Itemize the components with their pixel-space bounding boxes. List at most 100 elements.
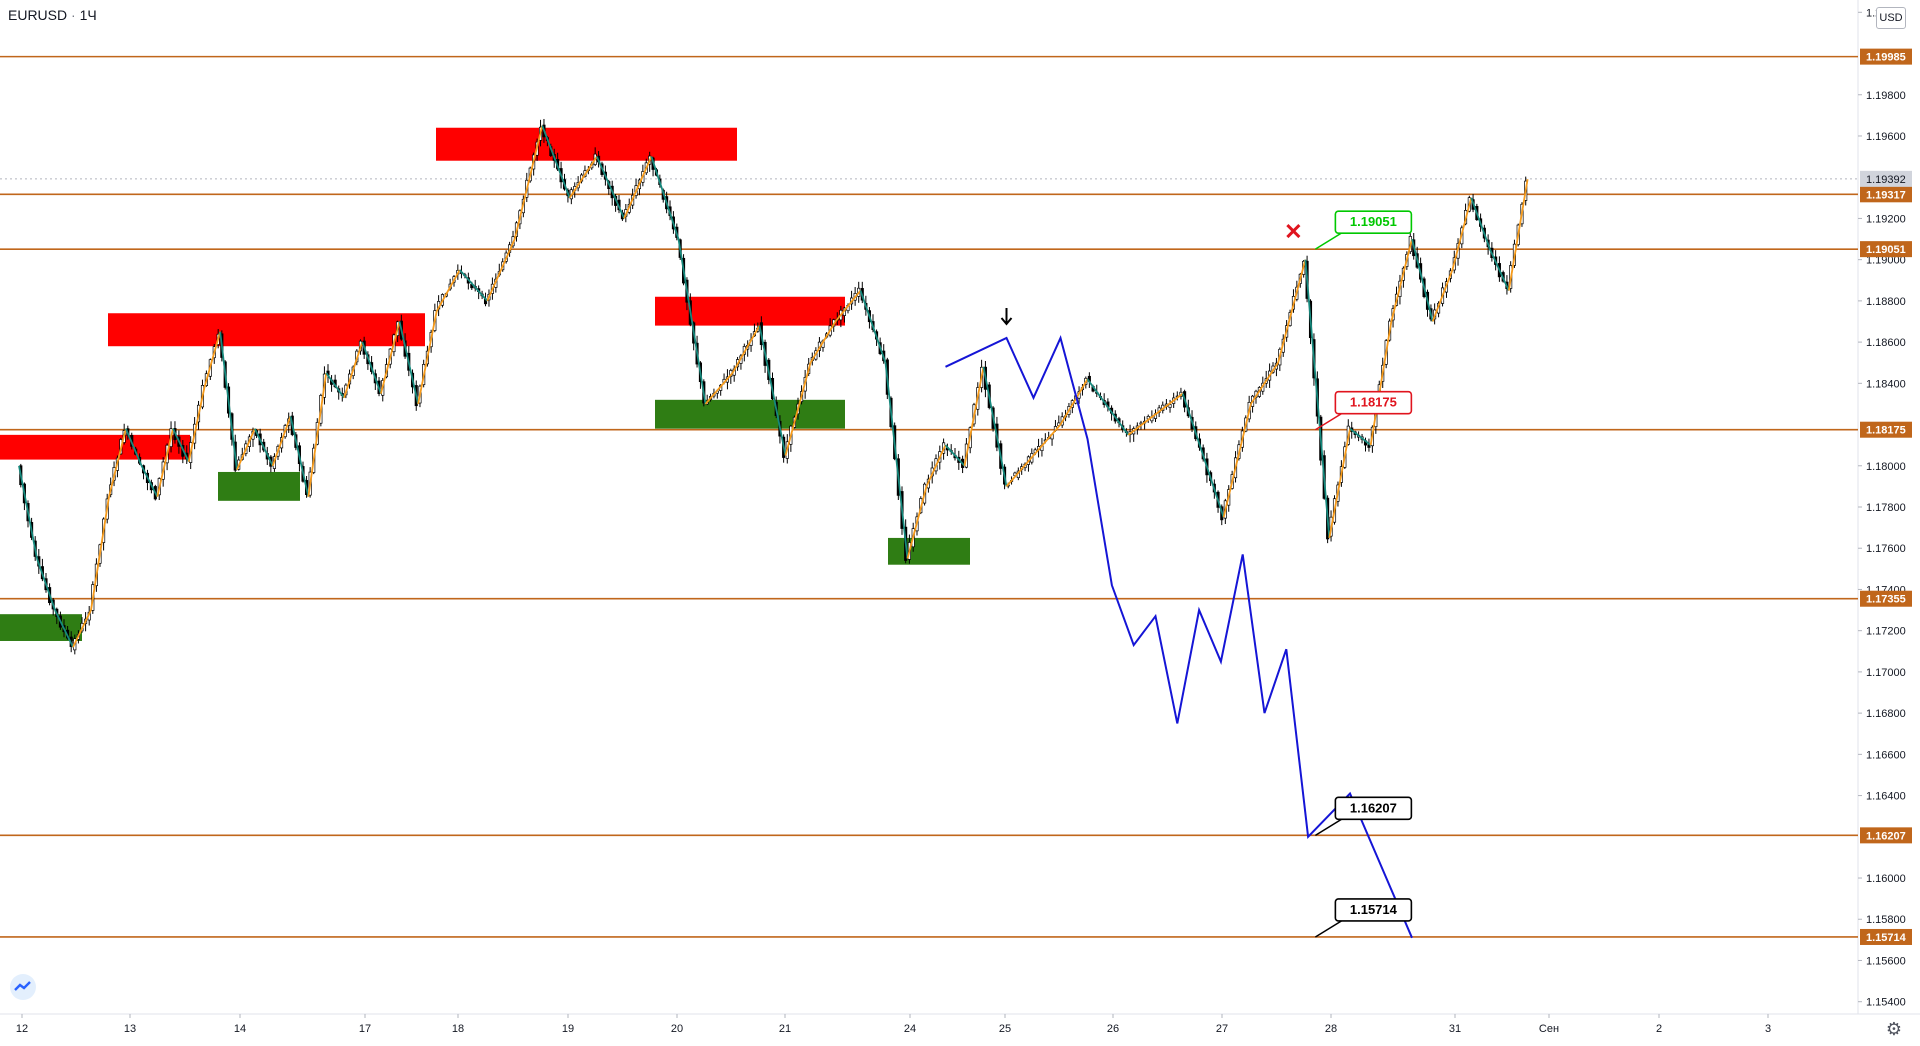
tradingview-logo-icon[interactable] — [10, 974, 36, 1000]
zigzag-down-leg — [1304, 259, 1331, 538]
y-tick-label: 1.16000 — [1866, 873, 1906, 885]
y-tick-label: 1.16400 — [1866, 791, 1906, 803]
zigzag-down-leg — [289, 416, 310, 497]
zigzag-down-leg — [541, 125, 571, 199]
y-tick-label: 1.15800 — [1866, 914, 1906, 926]
gear-icon[interactable]: ⚙ — [1885, 1019, 1902, 1039]
level-price-label: 1.18175 — [1866, 425, 1906, 437]
zigzag-up-leg — [1127, 392, 1184, 436]
zigzag-up-leg — [906, 486, 928, 559]
callout-label: 1.16207 — [1350, 800, 1397, 815]
zigzag-up-leg — [704, 372, 734, 405]
zigzag-up-leg — [1451, 197, 1473, 271]
level-price-label: 1.15714 — [1866, 932, 1907, 944]
callout-box — [1334, 390, 1413, 415]
zigzag-up-leg — [1507, 179, 1529, 291]
x-tick-label: 18 — [452, 1023, 464, 1035]
zigzag-up-leg — [513, 125, 544, 240]
level-price-tag — [1860, 827, 1912, 844]
y-tick-label: 1.15400 — [1866, 997, 1906, 1009]
level-price-label: 1.19317 — [1866, 189, 1906, 201]
zigzag-up-leg — [925, 444, 947, 487]
zigzag-up-leg — [1059, 378, 1089, 426]
zigzag-down-leg — [944, 444, 966, 467]
annotation-marks-layer — [1000, 223, 1301, 326]
x-tick-label: 25 — [999, 1023, 1011, 1035]
callout-pointer — [1314, 413, 1342, 431]
zigzag-up-leg — [236, 428, 256, 471]
level-price-label: 1.16207 — [1866, 830, 1906, 842]
zigzag-down-leg — [398, 321, 419, 405]
zigzag-down-leg — [140, 465, 159, 498]
zigzag-up-leg — [809, 321, 837, 364]
callout-label: 1.18175 — [1350, 395, 1397, 410]
y-tick-label: 1.19600 — [1866, 131, 1906, 143]
supply-zone — [655, 296, 845, 326]
axis-frame — [0, 0, 1920, 1015]
x-tick-label: 20 — [671, 1023, 683, 1035]
zigzag-up-leg — [486, 238, 516, 302]
zigzag-down-leg — [1411, 238, 1434, 322]
zigzag-up-leg — [1222, 403, 1252, 518]
x-tick-label: 19 — [562, 1023, 574, 1035]
zigzag-down-leg — [125, 428, 143, 467]
callout-pointer — [1314, 818, 1342, 836]
y-tick-label: 1.18400 — [1866, 378, 1906, 390]
y-tick-label: 1.17000 — [1866, 667, 1906, 679]
zigzag-up-leg — [90, 496, 110, 611]
zigzag-up-leg — [307, 372, 328, 497]
x-tick-label: Сен — [1539, 1023, 1559, 1035]
zigzag-up-leg — [784, 362, 812, 456]
interval-label: 1Ч — [79, 7, 97, 23]
y-tick-label: 1.17800 — [1866, 502, 1906, 514]
zigzag-up-leg — [1431, 269, 1454, 322]
y-tick-label: 1.18800 — [1866, 296, 1906, 308]
demand-zone — [888, 537, 970, 565]
y-tick-label: 1.17200 — [1866, 626, 1906, 638]
zigzag-up-leg — [271, 416, 292, 467]
level-price-tag — [1860, 421, 1912, 438]
y-tick-label: 1.16600 — [1866, 749, 1906, 761]
level-price-label: 1.19051 — [1866, 244, 1906, 256]
level-price-tag — [1860, 241, 1912, 258]
zigzag-down-leg — [982, 366, 1008, 487]
zigzag-up-leg — [108, 428, 127, 497]
zigzag-down-leg — [172, 428, 190, 463]
zigzag-down-leg — [1470, 197, 1491, 250]
time-axis[interactable]: 12 13 14 17 18 19 20 21 24 25 26 27 28 31 Сен 2 3 — [16, 1014, 1771, 1035]
zigzag-down-leg — [884, 362, 909, 559]
zones-layer — [0, 127, 970, 641]
zigzag-up-leg — [731, 325, 761, 374]
supply-zone — [108, 313, 425, 347]
callout-pointer — [1314, 232, 1342, 250]
currency-button[interactable]: USD — [1876, 7, 1906, 29]
supply-zone — [0, 434, 190, 460]
level-price-tag — [1860, 590, 1912, 607]
zigzag-up-leg — [343, 341, 364, 399]
zigzag-up-leg — [1328, 428, 1351, 539]
symbol-header[interactable]: EURUSD · 1Ч — [8, 7, 97, 23]
zigzag-up-leg — [380, 321, 401, 394]
zigzag-down-leg — [325, 372, 345, 399]
zigzag-up-leg — [1250, 362, 1279, 405]
x-tick-label: 13 — [124, 1023, 136, 1035]
price-axis[interactable]: 1.202001.198001.196001.192001.190001.188… — [1858, 7, 1912, 1009]
zigzag-up-leg — [623, 156, 653, 219]
y-tick-label: 1.15600 — [1866, 955, 1906, 967]
zigzag-down-leg — [1349, 427, 1372, 446]
x-tick-label: 31 — [1449, 1023, 1461, 1035]
callout-label: 1.15714 — [1350, 902, 1398, 917]
horizontal-levels-layer — [0, 55, 1858, 938]
callout-box — [1334, 210, 1413, 234]
zigzag-up-leg — [568, 156, 598, 199]
zigzag-up-leg — [1390, 238, 1413, 322]
zigzag-up-leg — [963, 366, 985, 466]
zigzag-down-leg — [650, 156, 680, 240]
level-price-label: 1.19985 — [1866, 52, 1906, 64]
zigzag-down-leg — [18, 465, 38, 559]
zigzag-layer — [18, 125, 1529, 648]
callout-pointer — [1314, 920, 1342, 938]
x-tick-label: 12 — [16, 1023, 28, 1035]
callouts-layer: 1.19051 1.18175 1.16207 1.15714 — [1314, 210, 1413, 938]
